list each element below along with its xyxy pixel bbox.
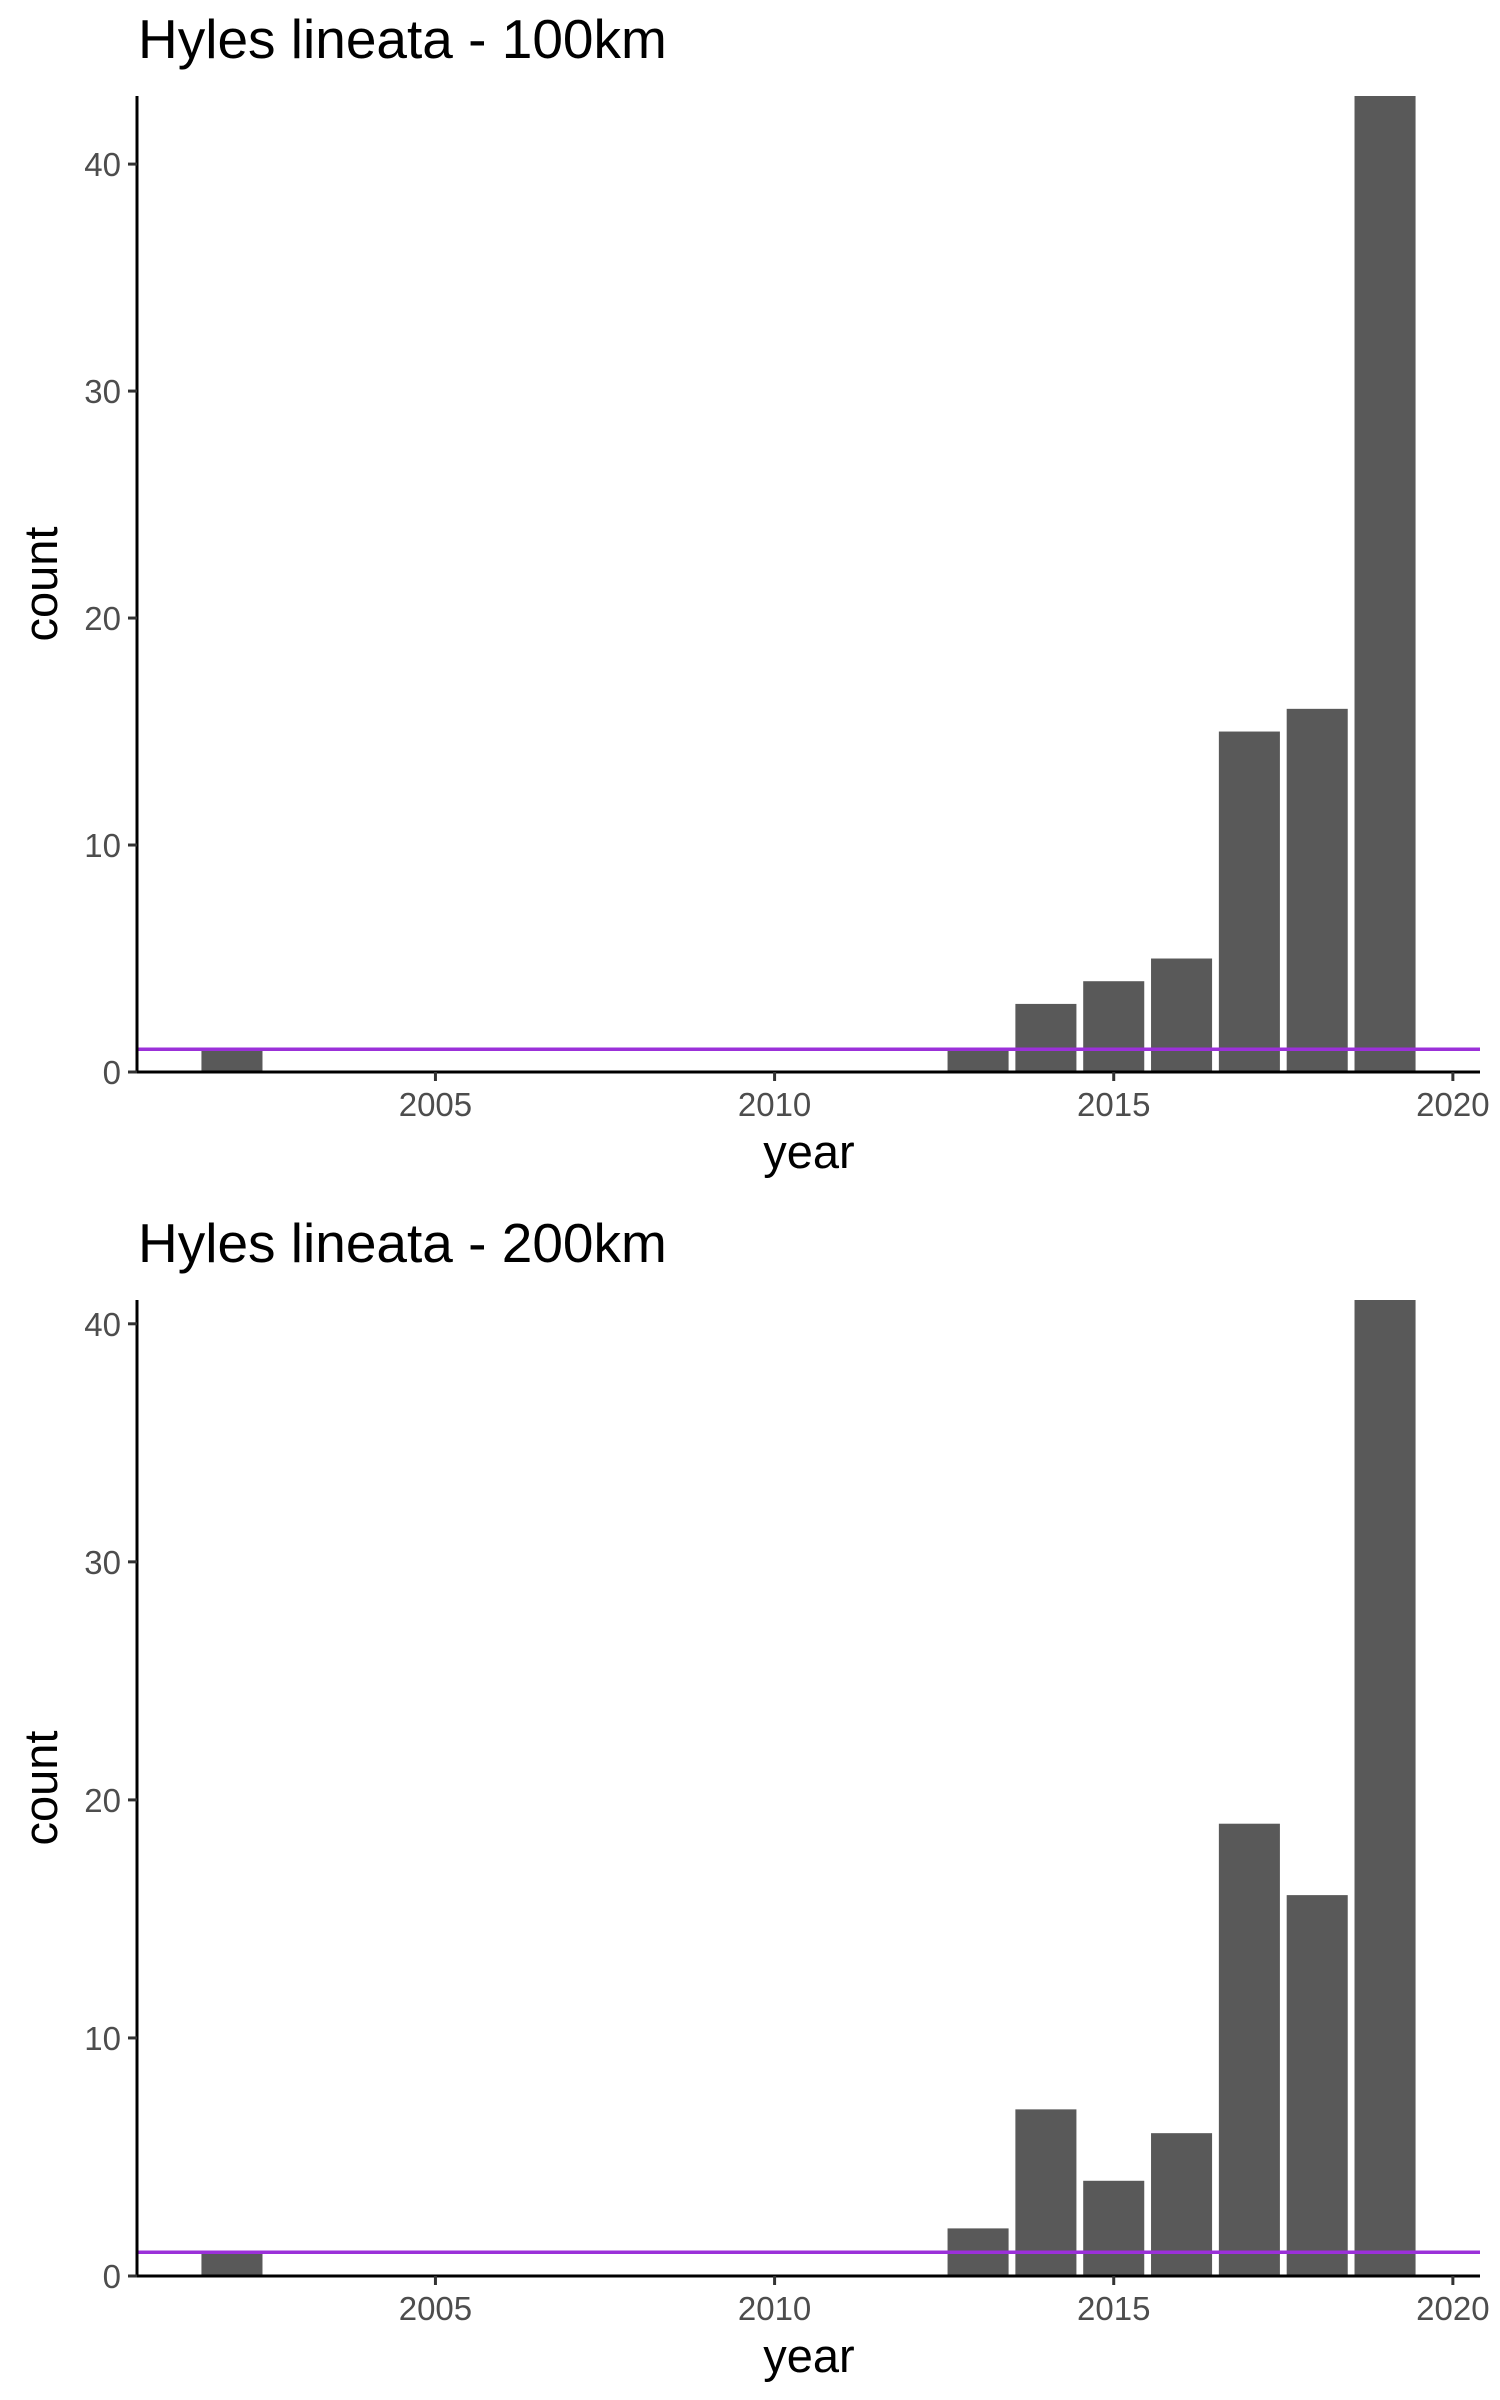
chart-panel-100km: Hyles lineata - 100km count year 0 10 20 30… bbox=[14, 8, 1490, 1178]
y-tick-label: 20 bbox=[84, 1782, 121, 1819]
x-tick-label: 2010 bbox=[738, 2290, 811, 2327]
y-axis-title: count bbox=[14, 1731, 67, 1846]
bar-2019 bbox=[1354, 96, 1416, 1072]
x-tick-label: 2015 bbox=[1077, 1086, 1150, 1123]
bars bbox=[201, 1300, 1416, 2276]
y-tick-label: 10 bbox=[84, 2020, 121, 2057]
bars bbox=[201, 96, 1416, 1072]
y-tick-label: 30 bbox=[84, 373, 121, 410]
bar-2017 bbox=[1218, 731, 1280, 1072]
bar-2016 bbox=[1151, 2133, 1213, 2276]
bar-2017 bbox=[1218, 1823, 1280, 2276]
y-tick-label: 40 bbox=[84, 1306, 121, 1343]
x-tick-label: 2020 bbox=[1416, 2290, 1489, 2327]
y-tick-label: 20 bbox=[84, 600, 121, 637]
y-tick-label: 30 bbox=[84, 1544, 121, 1581]
chart-panel-200km: Hyles lineata - 200km count year 0 10 20 30… bbox=[14, 1212, 1490, 2382]
bar-2018 bbox=[1286, 708, 1348, 1072]
x-tick-label: 2005 bbox=[399, 2290, 472, 2327]
bar-2015 bbox=[1083, 981, 1145, 1072]
y-tick-label: 10 bbox=[84, 827, 121, 864]
x-tick-label: 2010 bbox=[738, 1086, 811, 1123]
y-axis-title: count bbox=[14, 527, 67, 642]
ticks: 0 10 20 30 40 2005 2010 2015 2020 bbox=[84, 1306, 1489, 2327]
y-tick-label: 0 bbox=[103, 2258, 121, 2295]
y-tick-label: 40 bbox=[84, 146, 121, 183]
axes bbox=[135, 96, 1480, 1074]
bar-2002 bbox=[201, 1049, 263, 1072]
bar-2016 bbox=[1151, 958, 1213, 1072]
bar-2019 bbox=[1354, 1300, 1416, 2276]
x-axis-title: year bbox=[763, 2329, 854, 2382]
x-tick-label: 2020 bbox=[1416, 1086, 1489, 1123]
y-tick-label: 0 bbox=[103, 1054, 121, 1091]
bar-2014 bbox=[1015, 2109, 1077, 2276]
bar-2015 bbox=[1083, 2180, 1145, 2276]
bar-2018 bbox=[1286, 1895, 1348, 2276]
chart-title: Hyles lineata - 200km bbox=[138, 1212, 667, 1274]
bar-2013 bbox=[947, 1049, 1009, 1072]
x-axis-title: year bbox=[763, 1125, 854, 1178]
chart-title: Hyles lineata - 100km bbox=[138, 8, 667, 70]
x-tick-label: 2005 bbox=[399, 1086, 472, 1123]
x-tick-label: 2015 bbox=[1077, 2290, 1150, 2327]
axes bbox=[135, 1300, 1480, 2278]
bar-2014 bbox=[1015, 1003, 1077, 1072]
ticks: 0 10 20 30 40 2005 2010 2015 2020 bbox=[84, 146, 1489, 1123]
bar-2002 bbox=[201, 2252, 263, 2276]
